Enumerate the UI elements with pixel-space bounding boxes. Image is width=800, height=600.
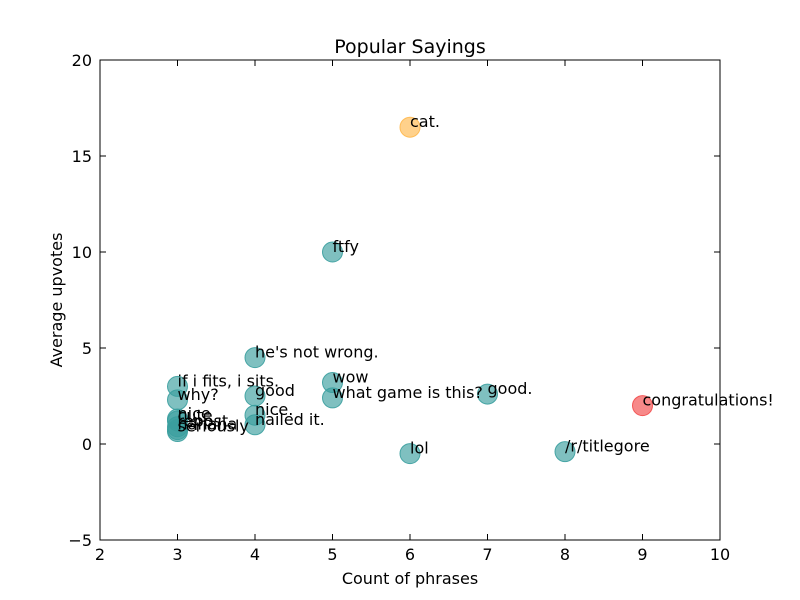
y-tick-label: 15 <box>72 147 92 166</box>
scatter-point <box>477 383 498 405</box>
point-label: nailed it. <box>255 410 325 429</box>
x-tick-label: 3 <box>172 545 182 564</box>
point-label: cat. <box>410 112 440 131</box>
y-tick-label: 10 <box>72 243 92 262</box>
x-tick-label: 5 <box>327 545 337 564</box>
y-tick-label: 0 <box>82 435 92 454</box>
point-label: nice. <box>255 400 293 419</box>
y-tick-label: −5 <box>68 531 92 550</box>
point-label: ftfy <box>333 237 359 256</box>
x-tick-label: 9 <box>637 545 647 564</box>
plot-area: cat. ftfy he's not wrong. if i fits, i sits… <box>167 112 774 465</box>
scatter-point <box>399 116 421 138</box>
x-axis-label: Count of phrases <box>342 569 478 588</box>
scatter-point <box>632 395 653 417</box>
point-label: what game is this? <box>333 383 483 402</box>
y-tick-label: 5 <box>82 339 92 358</box>
point-label: seriously <box>178 417 249 436</box>
x-tick-label: 10 <box>710 545 730 564</box>
point-label: cute <box>178 406 213 425</box>
point-label: hahaha <box>178 415 238 434</box>
scatter-point <box>554 441 576 463</box>
point-label: nice <box>178 404 211 423</box>
x-tick-label: 8 <box>560 545 570 564</box>
scatter-point <box>399 443 421 465</box>
x-tick-label: 2 <box>95 545 105 564</box>
axis-ticks: 2 3 4 5 6 7 8 9 10 −5 0 5 10 15 20 <box>68 51 730 564</box>
y-tick-label: 20 <box>72 51 92 70</box>
point-label: lol <box>410 439 429 458</box>
point-label: congratulations! <box>643 391 774 410</box>
x-tick-label: 4 <box>250 545 260 564</box>
point-label: if i fits, i sits. <box>178 371 280 390</box>
point-label: good <box>255 381 295 400</box>
x-tick-label: 6 <box>405 545 415 564</box>
point-label: why? <box>178 385 219 404</box>
scatter-point <box>322 241 343 263</box>
chart-title: Popular Sayings <box>334 36 486 58</box>
point-label: good. <box>488 379 533 398</box>
scatter-point <box>244 347 266 369</box>
point-label: repost <box>178 412 229 431</box>
scatter-point <box>244 414 266 436</box>
point-label: he's not wrong. <box>255 343 379 362</box>
scatter-point <box>322 387 343 409</box>
scatter-point <box>167 421 188 443</box>
point-label: wow <box>333 368 369 387</box>
point-label: /r/titlegore <box>565 437 650 456</box>
y-axis-label: Average upvotes <box>47 233 66 368</box>
x-tick-label: 7 <box>482 545 492 564</box>
